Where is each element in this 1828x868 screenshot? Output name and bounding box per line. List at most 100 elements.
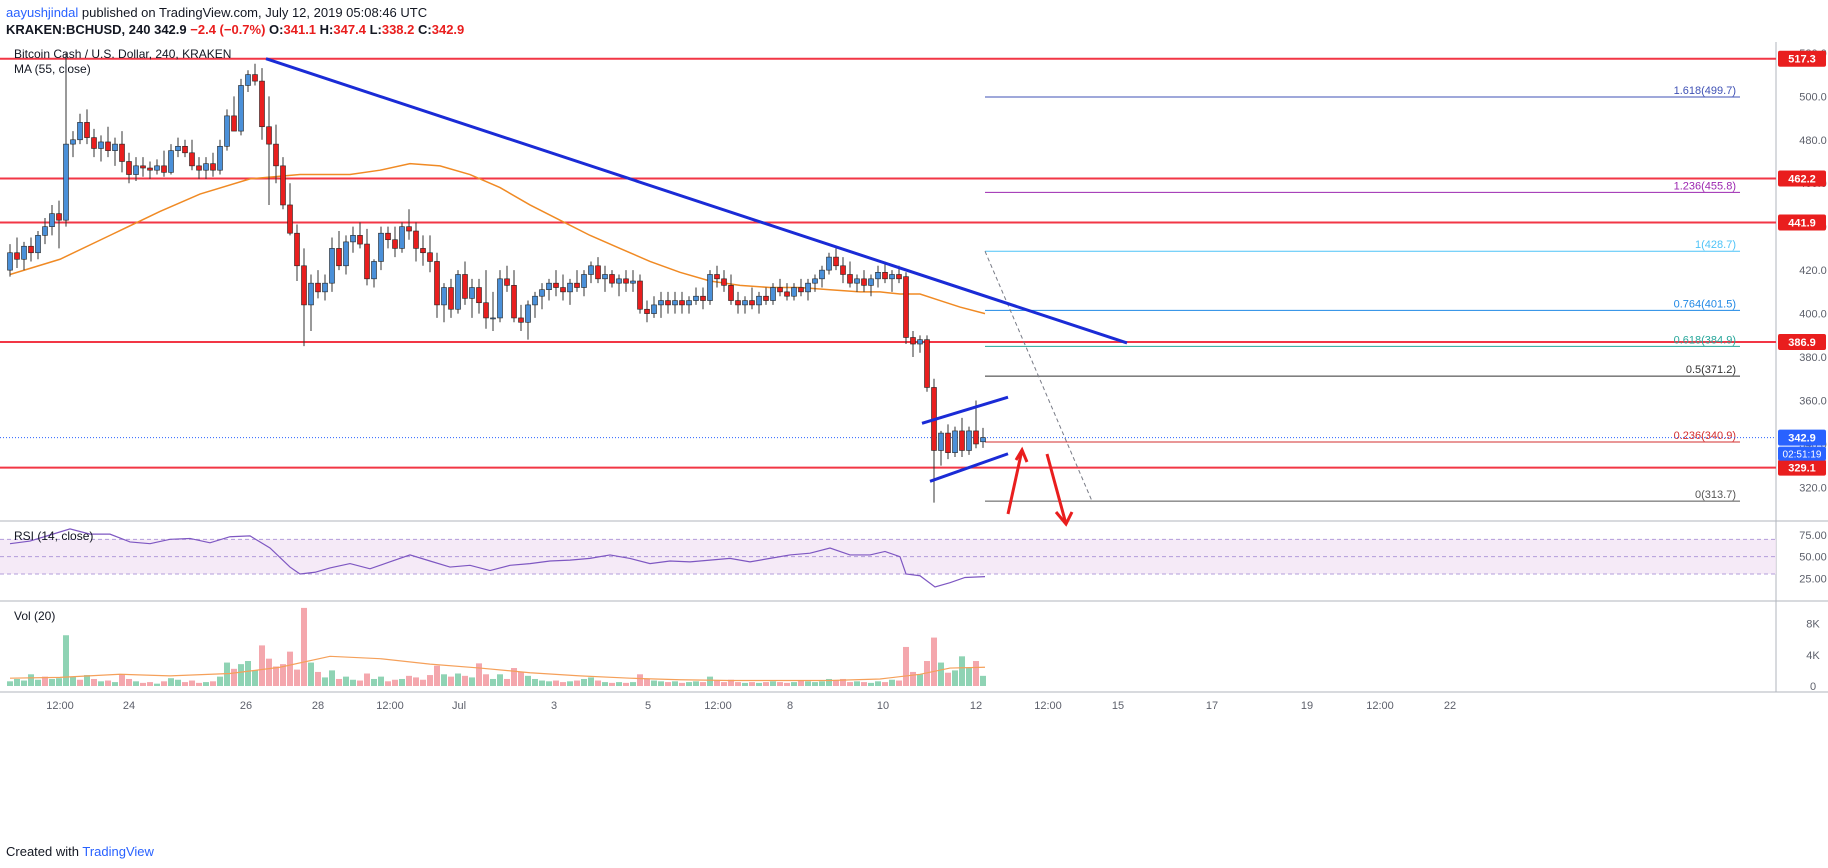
close-value: 342.9 <box>431 22 465 37</box>
volume-bar <box>777 682 783 686</box>
volume-bar <box>854 681 860 686</box>
price-axis-badge-label: 329.1 <box>1788 463 1816 475</box>
candle-body <box>14 252 20 260</box>
volume-bar <box>504 678 510 686</box>
candle-body <box>616 278 622 284</box>
volume-ma-line <box>9 655 986 682</box>
candle-body <box>119 143 125 162</box>
volume-bar <box>609 682 615 686</box>
ohlc-line: KRAKEN:BCHUSD, 240 342.9 −2.4 (−0.7%) O:… <box>6 22 464 37</box>
candle-body <box>728 285 734 301</box>
channel-line <box>921 395 1009 425</box>
candle-body <box>28 245 34 254</box>
price-tick-label: 400.0 <box>1799 309 1827 321</box>
price-axis-badge <box>1778 170 1826 187</box>
volume-bar <box>518 671 524 686</box>
volume-bar <box>420 679 426 686</box>
publish-line: aayushjindal published on TradingView.co… <box>6 5 427 20</box>
volume-bar <box>203 682 209 686</box>
volume-bar <box>588 677 594 686</box>
price-axis-badge-label: 386.9 <box>1788 337 1816 349</box>
volume-bar <box>413 677 419 686</box>
time-tick-label: 12:00 <box>376 700 404 712</box>
price-tick-label: 380.0 <box>1799 352 1827 364</box>
candle-body <box>112 143 118 151</box>
candle-body <box>665 300 671 306</box>
rsi-legend: RSI (14, close) <box>14 529 93 543</box>
fib-level-label: 0.5(371.2) <box>1686 364 1736 376</box>
volume-bar <box>581 678 587 686</box>
candle-body <box>574 282 580 288</box>
candle-body <box>966 430 972 451</box>
volume-bar <box>952 670 958 686</box>
candle-body <box>91 137 97 149</box>
author-link[interactable]: aayushjindal <box>6 5 79 20</box>
time-axis[interactable]: 12:00 24 26 28 12:00 Jul 3 5 12:00 8 10 12 12:00 15 17… <box>46 700 1456 712</box>
low-value: 338.2 <box>381 22 415 37</box>
volume-bar <box>140 682 146 686</box>
candle-body <box>476 287 482 304</box>
candle-body <box>896 274 902 280</box>
volume-bar <box>21 680 27 686</box>
volume-bar <box>371 678 377 686</box>
price-axis-badge <box>1778 334 1826 351</box>
countdown-badge <box>1778 446 1826 461</box>
candle-body <box>861 278 867 286</box>
candle-body <box>273 143 279 167</box>
volume-bar <box>42 676 48 686</box>
tradingview-logo[interactable]: TradingView <box>82 844 154 859</box>
arrow-down-head <box>1054 511 1074 527</box>
volume-bar <box>973 661 979 686</box>
candle-body <box>980 437 986 443</box>
countdown-label: 02:51:19 <box>1783 450 1822 461</box>
candle-body <box>917 339 923 345</box>
volume-bar <box>686 682 692 686</box>
volume-legend: Vol (20) <box>14 609 55 623</box>
candle-body <box>525 304 531 323</box>
volume-bar <box>469 677 475 686</box>
volume-bar <box>595 680 601 686</box>
candle-body <box>511 285 517 319</box>
volume-bar <box>392 679 398 686</box>
volume-bar <box>749 682 755 686</box>
time-tick-label: 12:00 <box>1366 700 1394 712</box>
volume-bar <box>49 678 55 686</box>
price-axis-badge <box>1778 459 1826 476</box>
volume-bar <box>602 682 608 686</box>
candle-body <box>392 239 398 249</box>
volume-bar <box>980 675 986 686</box>
price-change: −2.4 (−0.7%) <box>190 22 266 37</box>
volume-bar <box>672 681 678 686</box>
candle-body <box>406 226 412 232</box>
time-tick-label: 3 <box>551 700 557 712</box>
volume-bar <box>7 681 13 686</box>
candle-body <box>35 235 41 254</box>
volume-bar <box>700 682 706 686</box>
time-tick-label: 17 <box>1206 700 1218 712</box>
price-axis-badge <box>1778 214 1826 231</box>
time-tick-label: 5 <box>645 700 651 712</box>
volume-bar <box>14 678 20 686</box>
candle-body <box>630 280 636 284</box>
price-chart[interactable]: 1.618(499.7) 1.236(455.8) 1(428.7) 0.764(40… <box>0 42 1828 840</box>
candle-body <box>238 85 244 132</box>
volume-bar <box>567 681 573 686</box>
volume-bar <box>77 679 83 686</box>
candle-body <box>462 274 468 299</box>
price-axis[interactable]: 320.0340.0360.0380.0400.0420.0440.0460.0… <box>1778 48 1827 693</box>
volume-bar <box>770 681 776 686</box>
candle-body <box>294 232 300 267</box>
fib-level-label: 1.618(499.7) <box>1674 85 1736 97</box>
volume-bar <box>217 676 223 686</box>
published-text: published on TradingView.com, July 12, 2… <box>81 5 428 20</box>
candle-body <box>203 163 209 171</box>
volume-bar <box>119 674 125 686</box>
volume-bar <box>224 662 230 686</box>
volume-bar <box>735 682 741 686</box>
volume-bar <box>441 674 447 686</box>
candle-body <box>434 261 440 306</box>
volume-bar <box>623 682 629 686</box>
candle-body <box>49 213 55 227</box>
volume-bar <box>763 682 769 686</box>
volume-bar <box>63 635 69 686</box>
